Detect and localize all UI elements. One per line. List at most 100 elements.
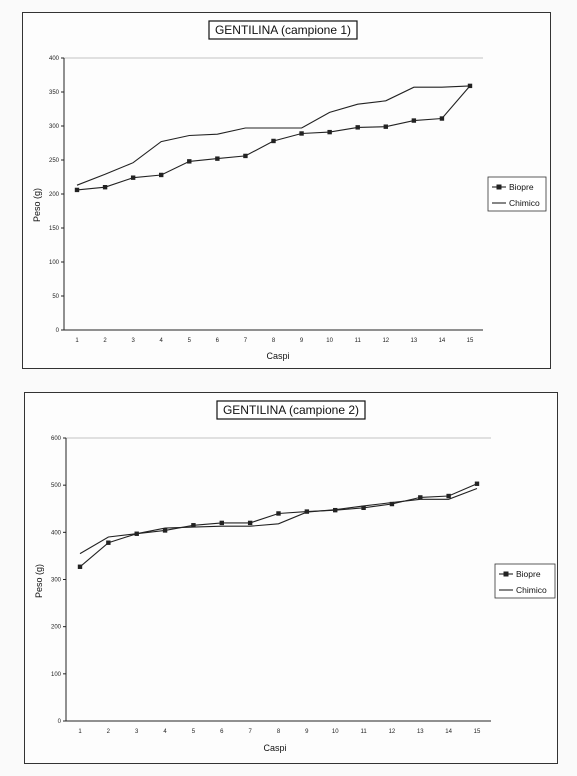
- chart-2-x-tick-label: 9: [305, 729, 309, 735]
- chart-2-legend-label-chimico: Chimico: [516, 585, 547, 595]
- chart-2-point-biopre: [389, 501, 395, 507]
- chart-2-frame: GENTILINA (campione 2) 0 100 200 300 400 500 6…: [24, 392, 558, 764]
- chart-1-title-box: [208, 20, 358, 40]
- chart-2-point-biopre: [191, 523, 196, 528]
- chart-1-point-biopre: [299, 131, 304, 136]
- chart-2-point-biopre: [162, 528, 168, 533]
- chart-2-series-line-biopre: [79, 483, 478, 568]
- chart-2-point-biopre: [361, 505, 366, 511]
- chart-1-legend-label-chimico: Chimico: [509, 198, 540, 208]
- chart-2-x-tick-label: 2: [107, 729, 111, 735]
- chart-1-y-tick-label: 0: [56, 328, 60, 334]
- chart-2-point-biopre: [276, 511, 281, 516]
- chart-2-x-tick-label: 7: [248, 729, 252, 735]
- chart-1-point-biopre: [411, 118, 417, 123]
- chart-1-svg: GENTILINA (campione 1) 0 50 100 150 200 250 30…: [32, 20, 547, 361]
- chart-1-legend-box: [487, 176, 547, 212]
- chart-1-x-tick-label: 12: [382, 338, 389, 344]
- chart-2-point-biopre: [474, 481, 480, 486]
- chart-1-point-biopre: [130, 175, 136, 180]
- chart-2-x-tick-label: 13: [417, 729, 424, 735]
- chart-2-x-tick-label: 12: [389, 729, 396, 735]
- chart-1-point-biopre: [467, 83, 473, 89]
- chart-1-x-tick-label: 8: [272, 338, 276, 344]
- chart-1-y-axis-title: Peso (g): [32, 188, 42, 222]
- chart-2-title-box: [216, 400, 366, 420]
- chart-1-x-tick-label: 4: [160, 338, 164, 344]
- chart-1-title: GENTILINA (campione 1): [215, 23, 351, 37]
- chart-1-point-biopre: [271, 138, 276, 144]
- chart-1-y-tick-label: 150: [49, 226, 60, 232]
- chart-1-point-biopre: [74, 187, 80, 193]
- chart-1-y-tick-label: 300: [49, 124, 60, 130]
- chart-1-x-tick-label: 9: [300, 338, 304, 344]
- chart-2-y-tick-label: 100: [51, 672, 62, 678]
- chart-1-point-biopre: [439, 116, 445, 121]
- chart-1-x-tick-label: 14: [439, 338, 446, 344]
- chart-1-x-tick-label: 15: [467, 338, 474, 344]
- chart-2-x-tick-label: 10: [332, 729, 339, 735]
- chart-1-x-tick-label: 5: [188, 338, 192, 344]
- chart-1-point-biopre: [355, 125, 360, 130]
- chart-1-legend-marker-biopre: [496, 184, 502, 190]
- chart-2-x-tick-label: 3: [135, 729, 139, 735]
- chart-1-legend: Biopre Chimico: [487, 176, 547, 212]
- chart-1-point-biopre: [327, 129, 332, 135]
- chart-1-point-biopre: [243, 153, 248, 159]
- chart-2-title: GENTILINA (campione 2): [223, 403, 359, 417]
- chart-2-point-biopre: [106, 540, 111, 545]
- chart-2-legend-marker-biopre: [503, 571, 509, 577]
- chart-2-x-axis-title: Caspi: [263, 743, 286, 753]
- chart-2-y-tick-label: 500: [51, 483, 62, 489]
- chart-1-x-tick-label: 10: [326, 338, 333, 344]
- chart-2-x-tick-label: 14: [445, 729, 452, 735]
- chart-2-point-biopre: [446, 493, 451, 499]
- chart-2-y-tick-label: 600: [51, 436, 62, 442]
- chart-2-y-tick-label: 300: [51, 578, 62, 584]
- chart-2-point-biopre: [77, 564, 83, 569]
- chart-1-y-tick-label: 250: [49, 158, 60, 164]
- chart-1-point-biopre: [383, 124, 388, 129]
- chart-2-y-tick-label: 0: [58, 719, 62, 725]
- chart-1-x-axis-title: Caspi: [266, 351, 289, 361]
- chart-2-legend-box: [494, 563, 556, 599]
- chart-1-y-tick-label: 100: [49, 260, 60, 266]
- chart-1-y-tick-label: 50: [52, 294, 59, 300]
- chart-1-point-biopre: [215, 156, 220, 161]
- chart-2-x-tick-label: 1: [78, 729, 82, 735]
- chart-1-point-biopre: [159, 172, 164, 178]
- chart-1-legend-label-biopre: Biopre: [509, 182, 534, 192]
- chart-2-x-tick-label: 6: [220, 729, 224, 735]
- chart-1-y-tick-label: 350: [49, 90, 60, 96]
- chart-2-y-tick-label: 200: [51, 625, 62, 631]
- chart-1-point-biopre: [102, 185, 108, 190]
- chart-1-y-tick-label: 400: [49, 56, 60, 62]
- chart-1-point-biopre: [187, 159, 192, 164]
- chart-2-y-axis-title: Peso (g): [34, 564, 44, 598]
- chart-1-x-tick-label: 7: [244, 338, 248, 344]
- chart-2-legend-label-biopre: Biopre: [516, 569, 541, 579]
- chart-1-series-line-biopre: [76, 85, 471, 191]
- chart-1-series-line-chimico: [76, 85, 471, 186]
- chart-2-series-line-chimico: [79, 487, 478, 555]
- chart-2-point-biopre: [247, 520, 253, 526]
- chart-2-x-tick-label: 15: [474, 729, 481, 735]
- chart-1-frame: GENTILINA (campione 1) 0 50 100 150 200 250 30…: [22, 12, 551, 369]
- chart-1-x-tick-label: 11: [355, 338, 362, 344]
- chart-2-x-tick-label: 8: [277, 729, 281, 735]
- chart-2-legend: Biopre Chimico: [494, 563, 556, 599]
- chart-2-x-tick-label: 5: [192, 729, 196, 735]
- chart-1-x-tick-label: 6: [216, 338, 220, 344]
- chart-1-y-tick-label: 200: [49, 192, 60, 198]
- chart-1-x-tick-label: 3: [131, 338, 135, 344]
- chart-1-x-tick-label: 13: [411, 338, 418, 344]
- chart-2-point-biopre: [219, 520, 224, 526]
- chart-2-point-biopre: [418, 495, 423, 500]
- chart-1-x-tick-label: 1: [75, 338, 79, 344]
- chart-2-svg: GENTILINA (campione 2) 0 100 200 300 400 500 6…: [34, 400, 556, 753]
- chart-1-x-tick-label: 2: [103, 338, 107, 344]
- chart-2-y-tick-label: 400: [51, 530, 62, 536]
